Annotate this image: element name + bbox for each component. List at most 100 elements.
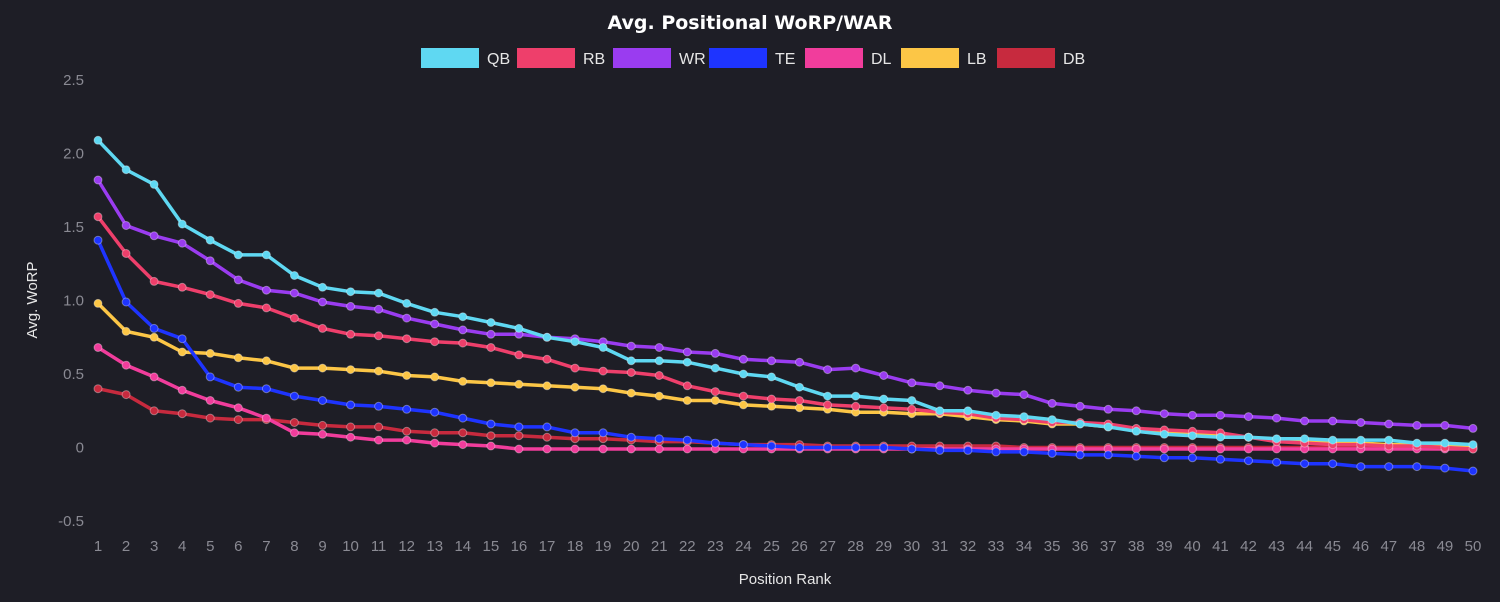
data-point[interactable] — [738, 400, 748, 410]
data-point[interactable] — [1159, 444, 1169, 454]
data-point[interactable] — [318, 363, 327, 373]
data-point[interactable] — [458, 325, 468, 335]
data-point[interactable] — [318, 420, 327, 430]
data-point[interactable] — [823, 391, 833, 401]
data-point[interactable] — [823, 365, 833, 375]
data-point[interactable] — [486, 378, 496, 388]
data-point[interactable] — [1047, 448, 1057, 458]
data-point[interactable] — [738, 354, 748, 364]
data-point[interactable] — [374, 366, 384, 376]
data-point[interactable] — [1075, 450, 1085, 460]
data-point[interactable] — [1272, 444, 1282, 454]
data-point[interactable] — [654, 434, 664, 444]
data-point[interactable] — [261, 250, 271, 260]
data-point[interactable] — [289, 288, 299, 298]
data-point[interactable] — [1356, 418, 1366, 427]
data-point[interactable] — [682, 435, 692, 445]
data-point[interactable] — [1300, 459, 1310, 469]
data-point[interactable] — [654, 391, 664, 401]
data-point[interactable] — [1468, 440, 1478, 450]
data-point[interactable] — [626, 341, 636, 351]
data-point[interactable] — [682, 396, 692, 405]
data-point[interactable] — [402, 298, 412, 308]
data-point[interactable] — [514, 431, 524, 441]
data-point[interactable] — [823, 400, 833, 410]
data-point[interactable] — [851, 363, 861, 373]
data-point[interactable] — [710, 438, 720, 448]
data-point[interactable] — [177, 219, 187, 229]
data-point[interactable] — [233, 415, 243, 425]
data-point[interactable] — [1300, 416, 1310, 426]
data-point[interactable] — [626, 388, 636, 398]
data-point[interactable] — [823, 443, 833, 452]
data-point[interactable] — [121, 249, 131, 258]
data-point[interactable] — [935, 406, 945, 416]
data-point[interactable] — [598, 366, 608, 376]
data-point[interactable] — [907, 396, 917, 405]
data-point[interactable] — [1019, 412, 1029, 422]
data-point[interactable] — [1075, 419, 1085, 429]
data-point[interactable] — [682, 444, 692, 454]
data-point[interactable] — [598, 384, 608, 394]
data-point[interactable] — [1440, 420, 1450, 430]
data-point[interactable] — [991, 410, 1001, 420]
data-point[interactable] — [1215, 410, 1225, 420]
data-point[interactable] — [963, 385, 973, 395]
data-point[interactable] — [1019, 390, 1029, 400]
data-point[interactable] — [121, 326, 131, 336]
data-point[interactable] — [767, 356, 776, 366]
data-point[interactable] — [233, 275, 243, 285]
data-point[interactable] — [149, 323, 159, 333]
data-point[interactable] — [1187, 410, 1197, 420]
data-point[interactable] — [514, 323, 524, 333]
data-point[interactable] — [626, 356, 636, 366]
data-point[interactable] — [767, 441, 776, 451]
data-point[interactable] — [1159, 409, 1169, 419]
data-point[interactable] — [205, 348, 215, 358]
data-point[interactable] — [486, 329, 496, 339]
data-point[interactable] — [149, 332, 159, 342]
data-point[interactable] — [177, 409, 187, 419]
data-point[interactable] — [121, 221, 131, 230]
data-point[interactable] — [1131, 451, 1141, 461]
data-point[interactable] — [121, 165, 131, 175]
data-point[interactable] — [1103, 404, 1113, 414]
data-point[interactable] — [1019, 447, 1029, 457]
data-point[interactable] — [93, 212, 103, 222]
data-point[interactable] — [261, 285, 271, 295]
data-point[interactable] — [233, 382, 243, 392]
data-point[interactable] — [795, 382, 804, 392]
data-point[interactable] — [514, 444, 524, 454]
data-point[interactable] — [177, 385, 187, 395]
data-point[interactable] — [710, 348, 720, 358]
data-point[interactable] — [374, 435, 384, 445]
data-point[interactable] — [402, 426, 412, 436]
data-point[interactable] — [121, 390, 131, 400]
data-point[interactable] — [261, 356, 271, 366]
data-point[interactable] — [991, 388, 1001, 398]
data-point[interactable] — [233, 353, 243, 363]
data-point[interactable] — [879, 394, 889, 404]
data-point[interactable] — [1244, 456, 1253, 466]
data-point[interactable] — [570, 428, 580, 438]
data-point[interactable] — [682, 381, 692, 391]
data-point[interactable] — [1159, 453, 1169, 463]
data-point[interactable] — [346, 400, 356, 410]
data-point[interactable] — [514, 422, 524, 432]
data-point[interactable] — [1244, 444, 1253, 454]
data-point[interactable] — [374, 401, 384, 411]
data-point[interactable] — [1131, 406, 1141, 416]
data-point[interactable] — [458, 440, 468, 450]
data-point[interactable] — [1272, 434, 1282, 444]
legend-item-rb[interactable]: RB — [517, 48, 605, 68]
data-point[interactable] — [430, 372, 440, 382]
data-point[interactable] — [542, 444, 552, 454]
data-point[interactable] — [879, 403, 889, 413]
data-point[interactable] — [289, 391, 299, 401]
data-point[interactable] — [318, 429, 327, 439]
data-point[interactable] — [879, 371, 889, 380]
data-point[interactable] — [458, 413, 468, 423]
data-point[interactable] — [1300, 434, 1310, 444]
data-point[interactable] — [402, 371, 412, 380]
data-point[interactable] — [458, 376, 468, 386]
